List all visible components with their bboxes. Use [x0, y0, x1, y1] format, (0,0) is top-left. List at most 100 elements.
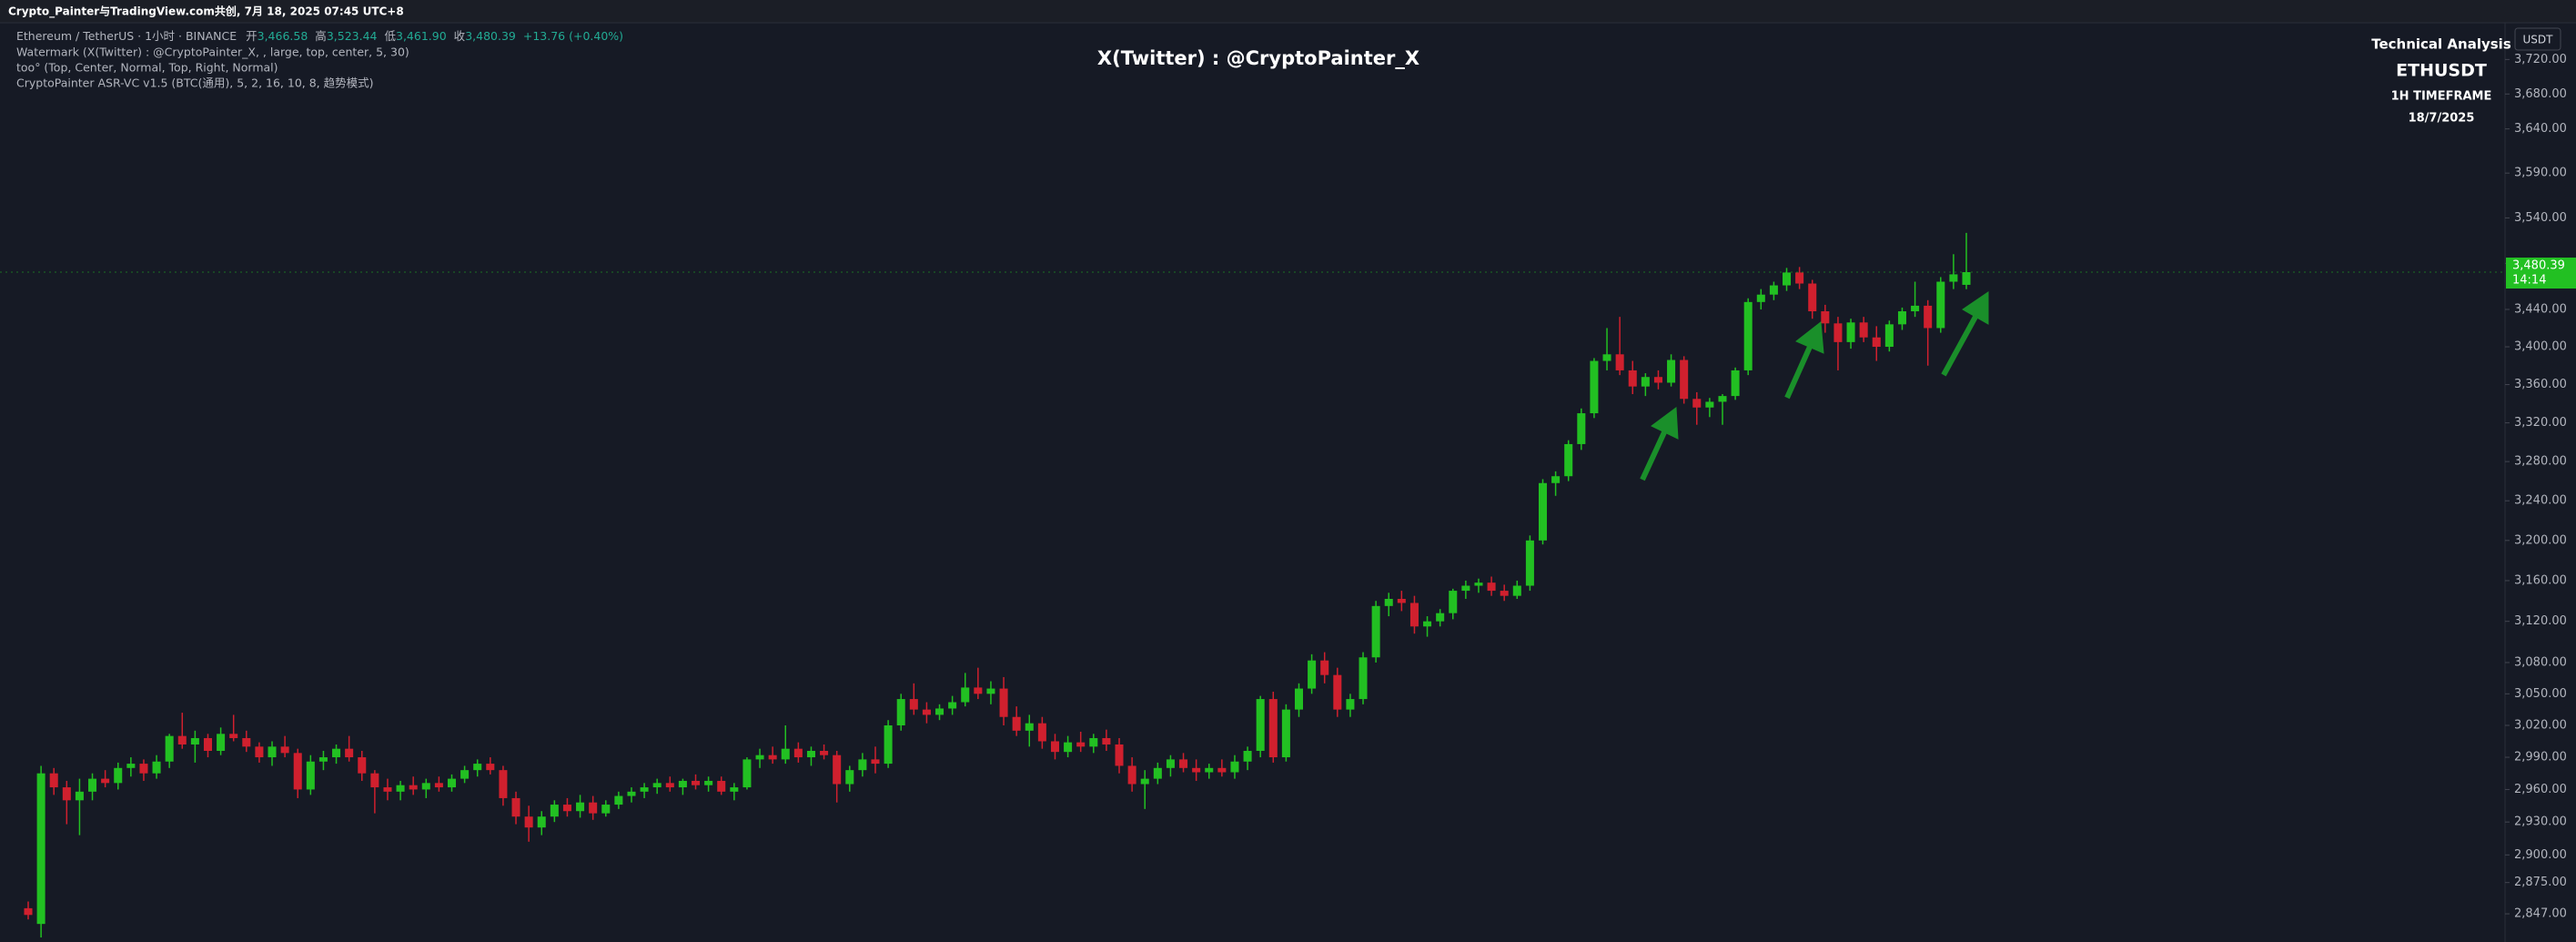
candle-body	[152, 761, 161, 774]
y-tick-label: 3,080.00	[2514, 655, 2567, 669]
legend-label: 收	[454, 29, 466, 43]
candle-body	[1525, 540, 1534, 586]
candle-body	[1936, 281, 1945, 329]
candle-body	[447, 778, 457, 788]
candle-body	[1884, 324, 1894, 348]
candle-body	[1384, 599, 1393, 606]
legend-value: 3,466.58	[258, 29, 308, 43]
candle-body	[793, 748, 803, 758]
candle-body	[75, 791, 84, 801]
candle-body	[1577, 413, 1586, 444]
y-tick-label: 2,990.00	[2514, 751, 2567, 765]
candle-body	[524, 816, 533, 828]
candle-body	[1718, 396, 1727, 402]
candle-body	[1308, 660, 1317, 689]
candle-body	[1911, 305, 1920, 312]
legend-symbol: Ethereum / TetherUS · 1小时 · BINANCE	[16, 29, 237, 43]
candle-body	[691, 780, 701, 785]
candle-body	[1089, 737, 1098, 747]
candle-body	[833, 755, 842, 785]
candle-body	[1769, 285, 1778, 295]
candle-body	[1834, 323, 1843, 342]
candle-body	[306, 761, 315, 790]
info-title: Technical Analysis	[2371, 36, 2511, 53]
candle-body	[1756, 294, 1765, 302]
candle-body	[24, 907, 33, 916]
candle-body	[499, 770, 508, 798]
candle-body	[1037, 723, 1046, 742]
candle-body	[1653, 377, 1662, 383]
arrow	[1640, 430, 1667, 481]
candle-body	[1205, 767, 1214, 773]
y-tick-label: 3,240.00	[2514, 494, 2567, 508]
candle-body	[1615, 354, 1624, 370]
candle-body	[601, 805, 611, 814]
candle-body	[858, 759, 867, 771]
candle-body	[1897, 311, 1906, 325]
candle-body	[1808, 283, 1817, 312]
candle-body	[961, 687, 970, 703]
y-tick-label: 3,280.00	[2514, 455, 2567, 469]
candle-body	[1423, 621, 1432, 627]
candle-body	[1474, 582, 1483, 586]
candle-body	[562, 805, 571, 812]
candle-body	[909, 699, 918, 710]
candle-body	[1064, 742, 1073, 753]
candle-body	[126, 764, 136, 768]
candle-body	[1320, 660, 1329, 675]
legend-value: 3,523.44	[327, 29, 378, 43]
currency-box[interactable]	[2514, 27, 2561, 51]
y-tick-label: 3,590.00	[2514, 167, 2567, 180]
candle-body	[1076, 742, 1086, 747]
candle-body	[820, 751, 829, 755]
candle-body	[511, 797, 520, 817]
legend-line: Ethereum / TetherUS · 1小时 · BINANCE 开3,46…	[16, 29, 623, 43]
candle-body	[999, 688, 1008, 717]
currency-label[interactable]: USDT	[2523, 34, 2554, 46]
y-tick-label: 3,020.00	[2514, 719, 2567, 733]
candle-body	[1743, 301, 1753, 370]
candle-body	[1692, 399, 1702, 408]
candle-body	[576, 802, 585, 812]
arrow	[1941, 315, 1978, 377]
arrow-head	[1962, 291, 1989, 325]
candle-body	[845, 770, 854, 785]
candle-body	[1102, 737, 1111, 744]
candle-body	[203, 737, 212, 752]
candle-body	[627, 791, 636, 796]
candle-body	[640, 787, 649, 792]
y-tick-label: 3,120.00	[2514, 614, 2567, 628]
y-tick-label: 3,200.00	[2514, 533, 2567, 547]
candle-body	[1025, 723, 1034, 731]
grid: 2,847.00 2,875.00 2,900.00 2,930.00 2,960.00…	[2505, 53, 2567, 921]
watermark: X(Twitter) : @CryptoPainter_X	[1097, 47, 1419, 69]
candle-body	[665, 783, 674, 788]
candle-body	[1590, 360, 1599, 414]
candle-body	[884, 725, 893, 765]
candle-body	[190, 737, 199, 744]
candle-body	[717, 780, 726, 792]
candle-body	[1115, 744, 1124, 766]
candle-body	[1192, 767, 1201, 773]
candle-body	[781, 748, 790, 760]
candle-body	[1166, 759, 1175, 768]
header-text: Crypto_Painter与TradingView.com共创, 7月 18,…	[8, 5, 404, 19]
candle-body	[1050, 741, 1059, 753]
candle-body	[280, 746, 289, 754]
candle-body	[1705, 401, 1714, 408]
y-tick-label: 2,875.00	[2514, 876, 2567, 889]
candle-body	[177, 735, 187, 744]
last-price-box	[2506, 258, 2576, 289]
candle-body	[370, 773, 379, 788]
candle-body	[114, 767, 123, 784]
candle-body	[1924, 305, 1933, 329]
legend-value: 3,480.39	[465, 29, 516, 43]
info-symbol: ETHUSDT	[2396, 61, 2487, 81]
y-tick-label: 3,360.00	[2514, 378, 2567, 391]
candle-body	[383, 787, 392, 792]
candle-body	[1680, 360, 1689, 400]
candle-body	[165, 735, 174, 762]
candle-body	[1512, 585, 1521, 596]
